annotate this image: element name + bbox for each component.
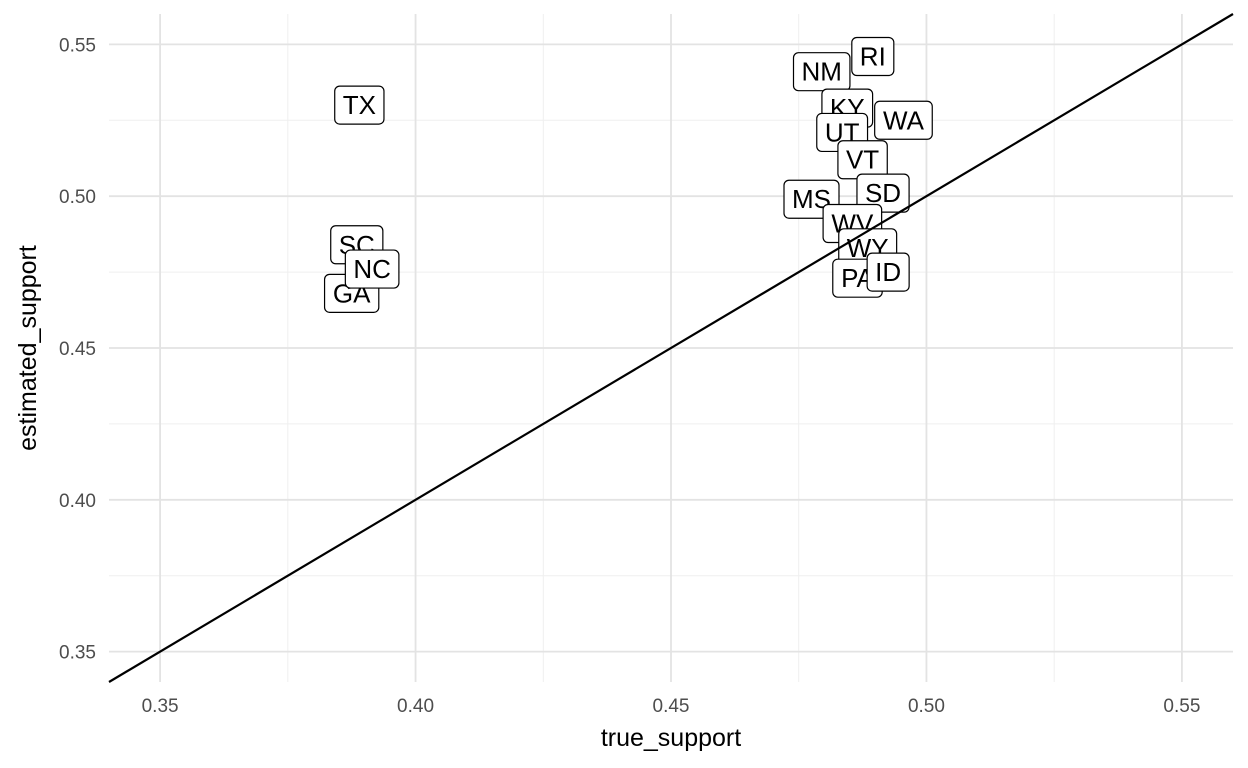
y-tick-label: 0.55 [59,35,96,56]
x-axis-title: true_support [601,724,741,752]
y-tick-label: 0.45 [59,339,96,360]
point-label-text: NC [353,254,391,284]
identity-reference-line [108,13,1234,683]
y-axis-ticks: 0.35 0.40 0.45 0.50 0.55 [59,35,96,663]
x-tick-label: 0.55 [1163,696,1200,717]
point-label-box [792,52,851,92]
y-tick-label: 0.40 [59,491,96,512]
point-label-text: RI [860,42,886,72]
point-label-text: ID [875,257,901,287]
point-vt: VT [837,140,888,180]
y-tick-label: 0.35 [59,643,96,664]
point-label-box [856,173,910,213]
point-tx: TX [334,85,385,125]
point-label-box [866,252,910,292]
x-tick-label: 0.40 [397,696,434,717]
x-tick-label: 0.45 [653,696,690,717]
point-sd: SD [856,173,910,213]
x-axis-ticks: 0.35 0.40 0.45 0.50 0.55 [142,696,1201,717]
x-tick-label: 0.35 [142,696,179,717]
point-ut: UT [816,112,869,153]
point-label-text: NM [801,57,841,87]
point-label-text: WA [883,105,925,135]
y-tick-label: 0.50 [59,187,96,208]
point-label-box [874,100,933,140]
point-id: ID [866,252,910,292]
point-label-box [334,85,385,125]
point-ri: RI [851,36,895,77]
point-label-box [344,249,400,289]
point-nc: NC [344,249,400,289]
point-nm: NM [792,52,851,92]
point-label-box [851,36,895,77]
point-label-text: VT [846,145,879,175]
x-tick-label: 0.50 [908,696,945,717]
point-label-text: TX [343,90,376,120]
y-axis-title: estimated_support [14,245,42,451]
point-label-text: SD [865,178,901,208]
point-wa: WA [874,100,933,140]
